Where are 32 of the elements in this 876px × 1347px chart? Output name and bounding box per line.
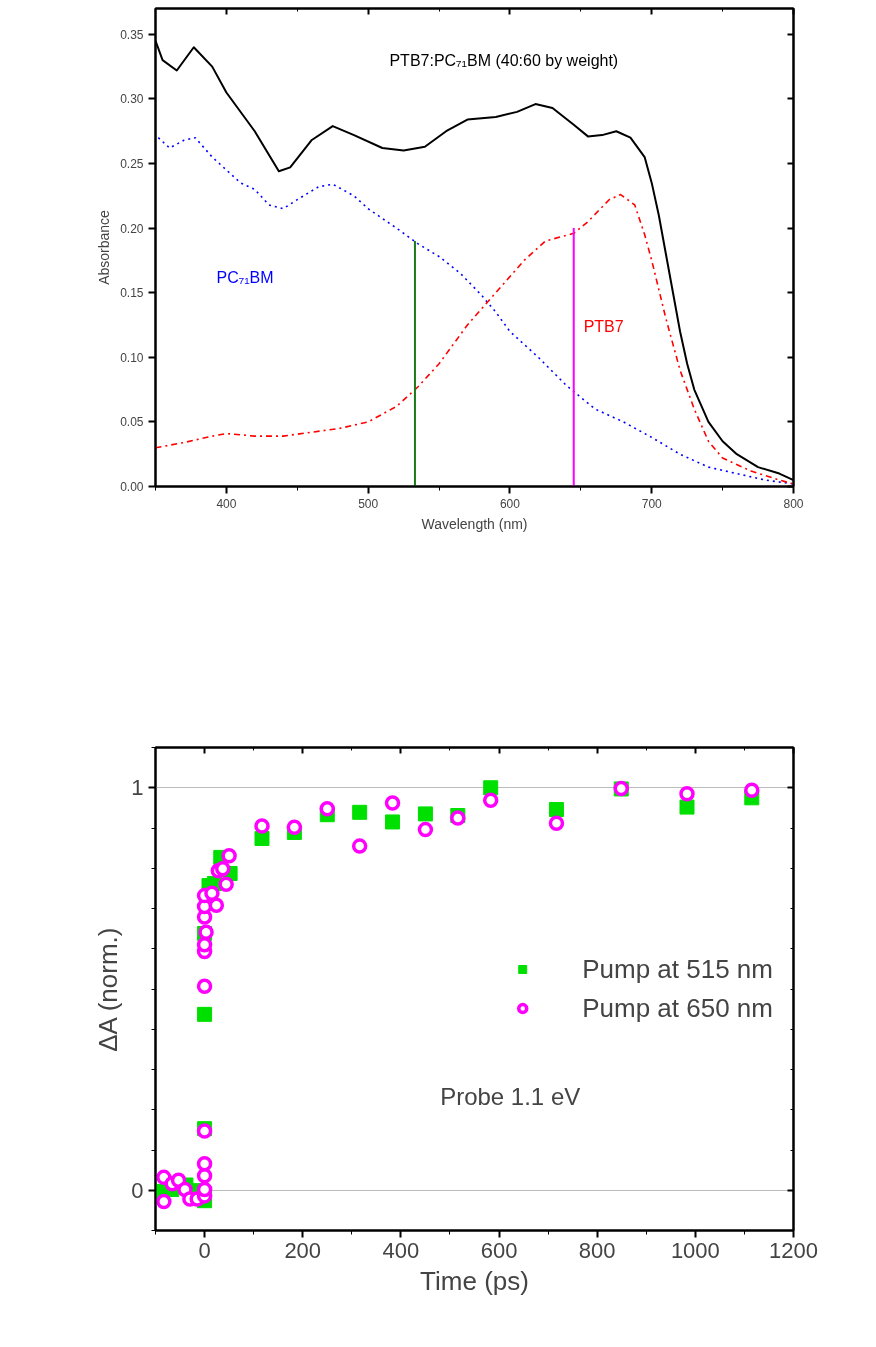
y-tick-label: 0.00 — [120, 480, 144, 494]
y-tick-label: 0.30 — [120, 92, 144, 107]
x-tick-label: 1200 — [769, 1237, 818, 1263]
y-tick-label: 0.05 — [120, 415, 144, 430]
text: PC₇₁BM — [216, 269, 274, 287]
y-tick-label: 1 — [131, 775, 144, 801]
x-tick-label: 800 — [578, 1237, 616, 1263]
x-tick-label: 700 — [641, 496, 663, 511]
y-tick-label: 0.35 — [120, 27, 144, 42]
x-tick-label: 400 — [216, 496, 237, 511]
x-tick-label: 500 — [358, 496, 379, 511]
x-tick-label: 1000 — [670, 1237, 720, 1263]
x-tick-label: 800 — [783, 496, 804, 511]
x-tick-label: 400 — [382, 1237, 420, 1263]
legend-label: Pump at 515 nm — [582, 953, 773, 985]
y-axis-title: Absorbance — [96, 209, 113, 285]
y-tick-label: 0.10 — [120, 350, 144, 365]
x-tick-label: 200 — [284, 1237, 322, 1263]
text: PTB7 — [583, 318, 624, 336]
legend-label: Pump at 650 nm — [582, 992, 773, 1024]
x-tick-label: 600 — [480, 1237, 518, 1263]
y-tick-label: 0 — [131, 1177, 144, 1203]
x-tick-label: 0 — [198, 1237, 211, 1263]
text: PTB7:PC₇₁BM (40:60 by weight) — [389, 52, 619, 70]
x-axis-title: Wavelength (nm) — [421, 515, 528, 532]
y-tick-label: 0.25 — [120, 157, 144, 172]
x-tick-label: 600 — [499, 496, 521, 511]
y-tick-label: 0.15 — [120, 286, 144, 301]
y-tick-label: 0.20 — [120, 221, 144, 236]
annotation: Probe 1.1 eV — [440, 1082, 581, 1110]
x-axis-title: Time (ps) — [420, 1265, 529, 1296]
y-axis-title: ΔA (norm.) — [93, 927, 124, 1052]
